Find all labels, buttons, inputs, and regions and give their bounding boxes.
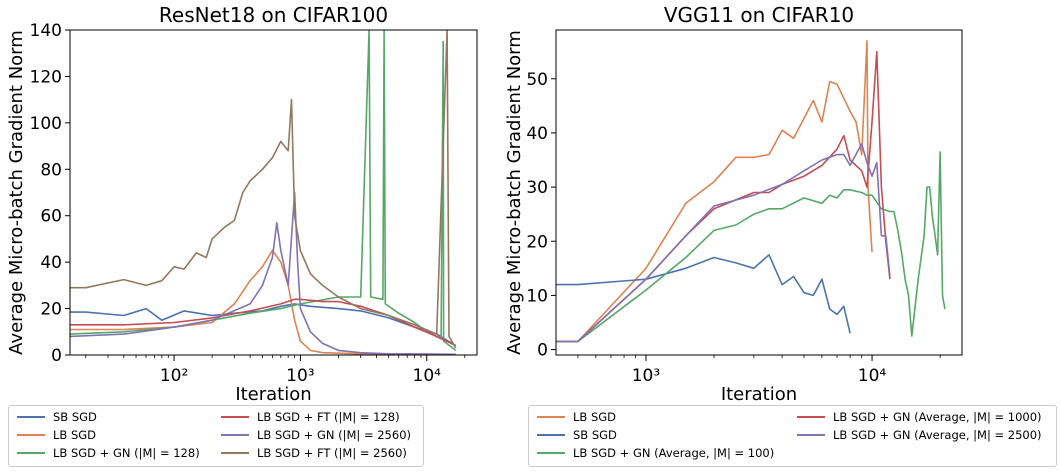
series-line-lb-sgd-ft-m-128: [70, 298, 457, 347]
series-line-lb-sgd-gn-average-m-2500: [556, 143, 891, 343]
y-axis-label: Average Micro-batch Gradient Norm: [504, 30, 525, 355]
legend-item: LB SGD: [537, 410, 616, 424]
y-tick-label: 40: [40, 253, 62, 273]
x-tick-label: 10³: [286, 366, 314, 386]
legend-label: LB SGD: [573, 410, 617, 424]
y-axis-label: Average Micro-batch Gradient Norm: [6, 30, 27, 355]
y-tick-label: 20: [526, 232, 548, 252]
y-tick-label: 0: [51, 346, 62, 366]
legend-label: LB SGD + GN (Average, |M| = 1000): [833, 410, 1042, 424]
legend-item: LB SGD + FT (|M| = 2560): [221, 446, 407, 460]
y-tick-label: 60: [40, 207, 62, 227]
series-line-lb-sgd: [556, 40, 873, 343]
legend-vgg11: LB SGD SB SGD LB SGD + GN (Average, |M| = …: [528, 405, 1057, 467]
x-axis-label: Iteration: [721, 384, 797, 405]
legend-label: LB SGD: [53, 428, 97, 442]
x-tick-label: 10⁴: [413, 366, 442, 386]
y-tick-label: 40: [526, 124, 548, 144]
series-group: [70, 30, 457, 355]
series-line-lb-sgd: [70, 249, 456, 355]
legend-item: LB SGD + GN (|M| = 128): [17, 446, 200, 460]
panel-resnet18: 0 20 40 60 80 100 120 140 10² 10³ 10⁴ ResNet18 on C…: [6, 3, 478, 405]
legend-swatch: [537, 434, 565, 436]
legend-item: SB SGD: [17, 410, 97, 424]
legend-swatch: [221, 452, 249, 454]
legend-label: LB SGD + GN (Average, |M| = 100): [573, 446, 775, 460]
legend-label: SB SGD: [53, 410, 97, 424]
series-line-lb-sgd-ft-m-2560: [70, 30, 457, 349]
legend-swatch: [797, 416, 825, 418]
legend-swatch: [221, 434, 249, 436]
series-line-sb-sgd: [556, 254, 851, 334]
y-tick-label: 30: [526, 178, 548, 198]
x-axis-label: Iteration: [235, 384, 311, 405]
y-tick-label: 20: [40, 300, 62, 320]
legend-swatch: [17, 416, 45, 418]
legend-item: SB SGD: [537, 428, 617, 442]
chart-title: ResNet18 on CIFAR100: [159, 3, 388, 27]
legend-swatch: [797, 434, 825, 436]
legend-label: LB SGD + GN (Average, |M| = 2500): [833, 428, 1042, 442]
x-tick-label: 10²: [160, 366, 188, 386]
legend-swatch: [17, 452, 45, 454]
series-line-lb-sgd-gn-m-128: [70, 30, 457, 352]
y-tick-label: 0: [537, 341, 548, 361]
plot-frame: [555, 29, 963, 356]
legend-swatch: [17, 434, 45, 436]
chart-title: VGG11 on CIFAR10: [664, 3, 854, 27]
y-tick-label: 80: [40, 160, 62, 180]
legend-item: LB SGD + GN (|M| = 2560): [221, 428, 411, 442]
legend-item: LB SGD: [17, 428, 96, 442]
legend-item: LB SGD + FT (|M| = 128): [221, 410, 400, 424]
x-tick-label: 10³: [632, 366, 660, 386]
y-tick-label: 140: [30, 21, 62, 41]
series-line-lb-sgd-gn-m-2560: [70, 191, 456, 355]
legend-item: LB SGD + GN (Average, |M| = 2500): [797, 428, 1042, 442]
legend-label: LB SGD + FT (|M| = 128): [257, 410, 400, 424]
legend-swatch: [537, 416, 565, 418]
legend-label: SB SGD: [573, 428, 617, 442]
plot-frame: [69, 29, 478, 356]
legend-swatch: [537, 452, 565, 454]
legend-item: LB SGD + GN (Average, |M| = 1000): [797, 410, 1042, 424]
y-tick-label: 10: [526, 286, 548, 306]
series-line-lb-sgd-gn-average-m-100: [556, 151, 946, 343]
legend-resnet18: SB SGD LB SGD LB SGD + GN (|M| = 128) LB SG…: [8, 405, 424, 467]
series-group: [556, 40, 946, 343]
legend-label: LB SGD + FT (|M| = 2560): [257, 446, 407, 460]
y-tick-label: 100: [30, 114, 62, 134]
legend-label: LB SGD + GN (|M| = 128): [53, 446, 200, 460]
legend-item: LB SGD + GN (Average, |M| = 100): [537, 446, 774, 460]
legend-label: LB SGD + GN (|M| = 2560): [257, 428, 411, 442]
y-tick-label: 50: [526, 70, 548, 90]
x-tick-label: 10⁴: [858, 366, 887, 386]
y-tick-label: 120: [30, 67, 62, 87]
series-line-lb-sgd-gn-average-m-1000: [556, 50, 891, 343]
legend-swatch: [221, 416, 249, 418]
series-line-sb-sgd: [70, 303, 457, 347]
panel-vgg11: 0 10 20 30 40 50 10³ 10⁴ VGG11 on CIFAR10 Iterati…: [504, 3, 963, 405]
